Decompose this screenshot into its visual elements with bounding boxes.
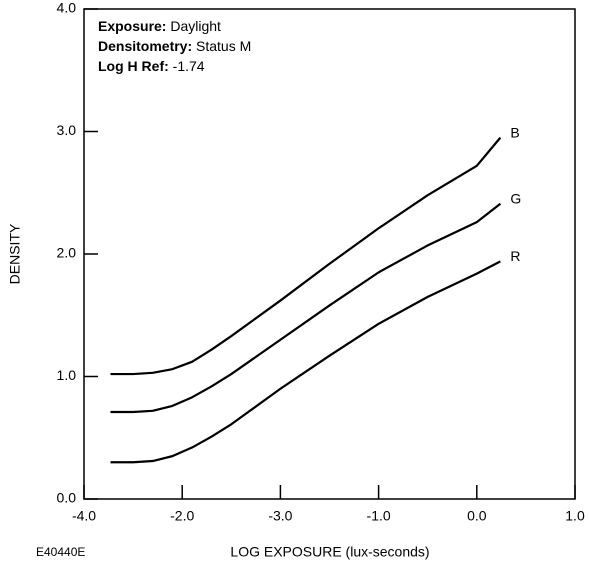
x-axis-label: LOG EXPOSURE (lux-seconds) [230,544,429,560]
x-tick-label: -4.0 [72,508,96,524]
y-tick-label: 4.0 [57,0,77,16]
series-line [110,202,502,414]
series-label: G [510,190,521,206]
y-tick-label: 0.0 [57,490,77,506]
annotation-text: Daylight [170,18,221,34]
y-tick-label: 2.0 [57,245,77,261]
x-tick-label: -2.0 [170,508,194,524]
annotation-text: -1.74 [173,58,205,74]
annotation: Exposure: Daylight [98,18,221,34]
series-label: R [510,248,520,264]
annotation: Log H Ref: -1.74 [98,58,205,74]
plot-frame [83,8,576,500]
x-tick-label: 0.0 [467,508,487,524]
series-line [110,260,501,464]
series-line [110,136,502,376]
series-label: B [510,124,519,140]
annotation-key: Densitometry: [98,38,192,54]
x-tick-label: -3.0 [268,508,292,524]
x-tick-label: 1.0 [565,508,585,524]
y-axis-label: DENSITY [7,223,23,284]
code: E40440E [36,545,85,559]
annotation-key: Log H Ref: [98,58,169,74]
annotation-text: Status M [196,38,251,54]
annotation: Densitometry: Status M [98,38,251,54]
x-tick-label: -1.0 [367,508,391,524]
annotation-key: Exposure: [98,18,166,34]
y-tick-label: 3.0 [57,122,77,138]
y-tick-label: 1.0 [57,367,77,383]
